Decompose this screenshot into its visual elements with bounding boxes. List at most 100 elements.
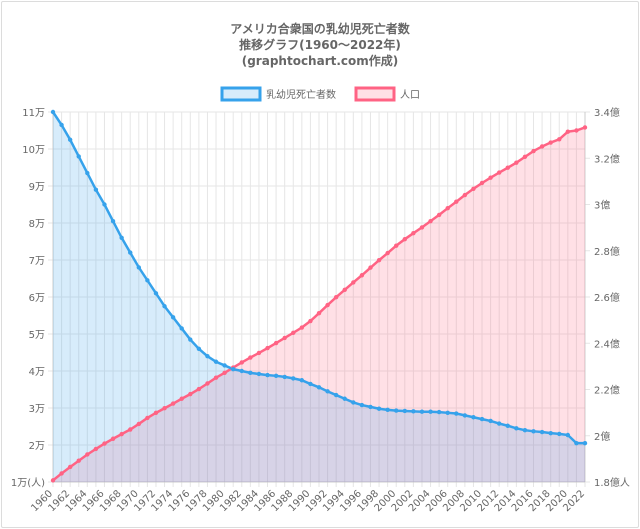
data-point[interactable] — [522, 428, 528, 433]
data-point[interactable] — [582, 125, 588, 130]
data-point[interactable] — [522, 154, 528, 160]
data-point[interactable] — [385, 407, 390, 413]
data-point[interactable] — [145, 278, 150, 283]
data-point[interactable] — [479, 416, 485, 422]
data-point[interactable] — [85, 170, 90, 176]
data-point[interactable] — [376, 406, 382, 411]
data-point[interactable] — [368, 404, 373, 410]
data-point[interactable] — [419, 225, 425, 230]
data-point[interactable] — [428, 409, 433, 414]
data-point[interactable] — [170, 401, 176, 406]
data-point[interactable] — [128, 427, 133, 432]
data-point[interactable] — [557, 431, 562, 437]
data-point[interactable] — [445, 206, 450, 211]
data-point[interactable] — [479, 180, 485, 186]
data-point[interactable] — [471, 415, 476, 420]
data-point[interactable] — [119, 235, 124, 240]
data-point[interactable] — [471, 186, 476, 191]
data-point[interactable] — [59, 122, 64, 128]
legend-item-infant-deaths[interactable]: 乳幼児死亡者数 — [220, 86, 336, 102]
data-point[interactable] — [385, 250, 390, 256]
data-point[interactable] — [67, 464, 73, 470]
data-point[interactable] — [565, 129, 571, 134]
data-point[interactable] — [333, 392, 339, 398]
data-point[interactable] — [342, 287, 347, 293]
data-point[interactable] — [205, 381, 210, 386]
data-point[interactable] — [188, 391, 193, 397]
data-point[interactable] — [394, 243, 399, 248]
data-point[interactable] — [308, 381, 313, 387]
data-point[interactable] — [291, 330, 296, 336]
data-point[interactable] — [59, 471, 64, 476]
data-point[interactable] — [93, 446, 99, 452]
data-point[interactable] — [256, 371, 262, 377]
data-point[interactable] — [248, 370, 253, 376]
data-point[interactable] — [299, 378, 305, 383]
data-point[interactable] — [67, 137, 73, 142]
data-point[interactable] — [76, 154, 81, 159]
data-point[interactable] — [574, 440, 579, 446]
data-point[interactable] — [342, 396, 347, 401]
data-point[interactable] — [462, 192, 468, 198]
data-point[interactable] — [582, 440, 588, 446]
data-point[interactable] — [325, 389, 330, 394]
data-point[interactable] — [488, 418, 493, 424]
data-point[interactable] — [50, 478, 56, 483]
data-point[interactable] — [454, 199, 459, 204]
data-point[interactable] — [454, 411, 459, 416]
data-point[interactable] — [170, 315, 176, 320]
data-point[interactable] — [496, 421, 502, 426]
data-point[interactable] — [265, 345, 270, 351]
data-point[interactable] — [351, 280, 356, 285]
data-point[interactable] — [548, 430, 553, 436]
legend-item-population[interactable]: 人口 — [354, 86, 420, 102]
data-point[interactable] — [505, 165, 510, 170]
data-point[interactable] — [162, 406, 167, 411]
data-point[interactable] — [110, 436, 116, 441]
data-point[interactable] — [102, 441, 107, 446]
data-point[interactable] — [411, 409, 416, 414]
data-point[interactable] — [419, 409, 425, 414]
data-point[interactable] — [222, 370, 227, 376]
data-point[interactable] — [316, 385, 322, 390]
data-point[interactable] — [333, 295, 339, 300]
data-point[interactable] — [196, 346, 202, 351]
data-point[interactable] — [359, 402, 365, 408]
data-point[interactable] — [205, 354, 210, 359]
data-point[interactable] — [50, 109, 56, 115]
data-point[interactable] — [402, 408, 408, 414]
data-point[interactable] — [282, 374, 287, 380]
data-point[interactable] — [282, 335, 287, 341]
data-point[interactable] — [565, 432, 571, 438]
data-point[interactable] — [145, 415, 150, 421]
data-point[interactable] — [316, 310, 322, 316]
data-point[interactable] — [351, 400, 356, 405]
data-point[interactable] — [411, 230, 416, 236]
data-point[interactable] — [299, 325, 305, 330]
data-point[interactable] — [273, 373, 279, 379]
data-point[interactable] — [514, 426, 519, 431]
data-point[interactable] — [196, 386, 202, 392]
data-point[interactable] — [273, 340, 279, 346]
data-point[interactable] — [539, 144, 545, 149]
data-point[interactable] — [368, 265, 373, 270]
data-point[interactable] — [93, 187, 99, 192]
data-point[interactable] — [325, 302, 330, 308]
data-point[interactable] — [248, 355, 253, 360]
data-point[interactable] — [76, 458, 81, 463]
data-point[interactable] — [359, 273, 365, 278]
data-point[interactable] — [376, 258, 382, 263]
data-point[interactable] — [428, 218, 433, 224]
data-point[interactable] — [213, 375, 219, 380]
data-point[interactable] — [213, 359, 219, 364]
data-point[interactable] — [436, 212, 442, 218]
data-point[interactable] — [496, 170, 502, 175]
data-point[interactable] — [291, 376, 296, 381]
data-point[interactable] — [102, 202, 107, 207]
data-point[interactable] — [239, 368, 244, 374]
data-point[interactable] — [394, 408, 399, 413]
data-point[interactable] — [539, 429, 545, 435]
data-point[interactable] — [557, 137, 562, 142]
data-point[interactable] — [574, 128, 579, 133]
data-point[interactable] — [488, 175, 493, 180]
